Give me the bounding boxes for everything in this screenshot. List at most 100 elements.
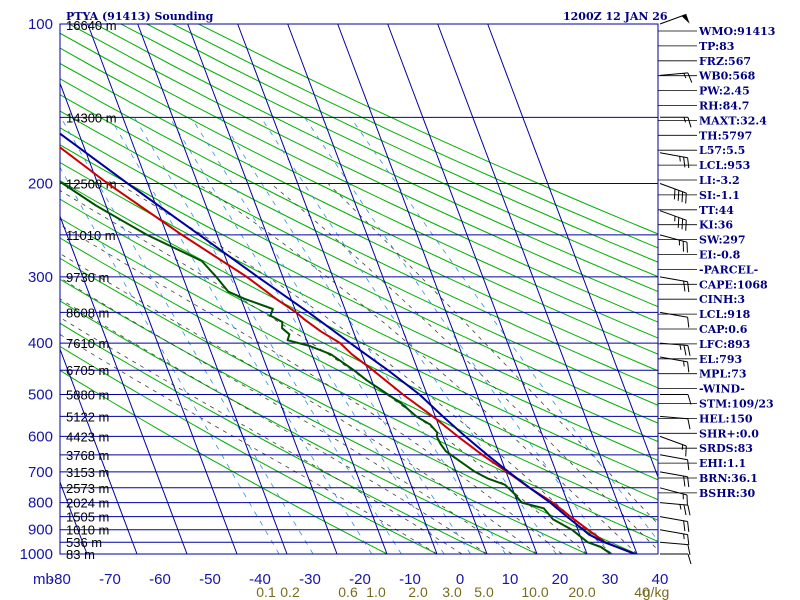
pressure-tick-label: 500 [28,387,53,404]
pressure-tick-label: 300 [28,269,53,286]
height-label: 2024 m [66,496,109,511]
pressure-tick-label: 400 [28,335,53,352]
height-label: 8608 m [66,305,109,320]
mixing-ratio-line [60,117,314,554]
index-value: -PARCEL- [699,263,758,276]
index-value: SW:297 [699,234,746,247]
moist-adiabat [60,253,538,554]
mixing-ratio-label: 5.0 [474,584,494,600]
pressure-tick-label: 1000 [20,546,53,563]
wind-barb [659,234,688,253]
height-label: 16640 m [66,18,117,33]
index-value: TT:44 [699,204,734,217]
mixing-ratio-label: 3.0 [442,584,462,600]
series-line-temperature [60,146,635,554]
index-value: MAXT:32.4 [699,114,767,127]
index-value: CAP:0.6 [699,323,748,336]
series-line-parcel [60,132,636,554]
isotherm [337,23,538,555]
temperature-tick-label: -10 [399,571,421,588]
wind-barb [659,276,690,293]
height-label: 14300 m [66,110,117,125]
mixing-ratio-label: 20.0 [568,584,595,600]
index-panel: WMO:91413 TP:83 FRZ:567 WB0:568 PW:2.45 RH:84… [658,25,775,500]
moist-adiabat [117,183,613,554]
wind-barb [659,529,690,546]
index-value: LCL:953 [699,159,750,172]
mixing-ratio-line [169,117,445,554]
height-label: 536 m [66,535,102,550]
valid-time: 1200Z 12 JAN 26 [563,10,668,23]
height-label: 2573 m [66,481,109,496]
index-value: STM:109/23 [699,398,774,411]
dry-adiabat [60,217,658,521]
isotherm [187,23,388,555]
index-value: WB0:568 [698,70,756,83]
height-label: 9730 m [66,270,109,285]
index-value: CINH:3 [699,293,745,306]
temperature-tick-label: 0 [456,571,464,588]
wind-barb [660,394,692,405]
index-value: CAPE:1068 [699,278,768,291]
mixing-ratio-label: g/kg [643,584,669,600]
index-value: RH:84.7 [699,100,749,113]
height-label: 7610 m [66,336,109,351]
temperature-tick-label: -50 [199,571,221,588]
mixing-ratio-label: 0.2 [280,584,300,600]
wind-barb [659,487,688,506]
height-label: 5122 m [66,409,109,424]
wind-barb [659,72,693,83]
isotherm [59,482,88,555]
temperature-tick-label: 20 [552,571,569,588]
index-value: EHI:1.1 [699,457,746,470]
height-label: 5880 m [66,388,109,403]
index-value: L57:5.5 [699,144,745,157]
mixing-ratio-label: 1.0 [366,584,386,600]
index-value: BRN:36.1 [699,472,758,485]
index-value: -WIND- [699,383,745,396]
temperature-tick-label: -60 [149,571,171,588]
wind-barb [659,152,690,169]
isobar-isotherm-grid [59,23,659,555]
index-value: SI:-1.1 [699,189,740,202]
index-value: FRZ:567 [699,55,751,68]
dry-adiabat [68,24,658,308]
index-value: BSHR:30 [699,487,755,500]
isotherm [59,349,138,555]
index-value: EI:-0.8 [699,249,741,262]
mixing-ratio-label: 0.1 [256,584,276,600]
pressure-tick-label: 600 [28,428,53,445]
mixing-ratio-line [109,117,373,554]
isotherm [487,23,659,478]
mixing-ratio-line [134,117,402,554]
moist-adiabat [270,183,658,551]
series-line-dewpoint [60,181,612,554]
index-value: LI:-3.2 [699,174,740,187]
temperature-tick-label: 10 [502,571,519,588]
index-value: PW:2.45 [699,85,750,98]
dry-adiabat [60,110,658,406]
wind-barb [659,183,687,204]
index-value: SHR+:0.0 [699,427,759,440]
wind-barb [660,116,692,128]
isotherm [287,23,488,555]
moist-adiabat [60,224,563,554]
mixing-ratio-line [60,166,280,554]
height-label: 3153 m [66,465,109,480]
pressure-tick-label: 900 [28,522,53,539]
height-label: 11010 m [66,228,116,243]
index-value: MPL:73 [699,368,747,381]
mixing-ratio-line [260,117,557,554]
wind-barb [659,210,687,231]
temperature-tick-label: -80 [49,571,71,588]
mixing-ratio-label: 40 [634,584,650,600]
mixing-ratio-line [350,117,658,542]
profile-lines [60,132,636,554]
wind-barbs [659,13,693,565]
pressure-tick-label: 700 [28,464,53,481]
pressure-tick-label: 200 [28,176,53,193]
index-value: TP:83 [699,40,734,53]
isotherm [87,23,288,555]
